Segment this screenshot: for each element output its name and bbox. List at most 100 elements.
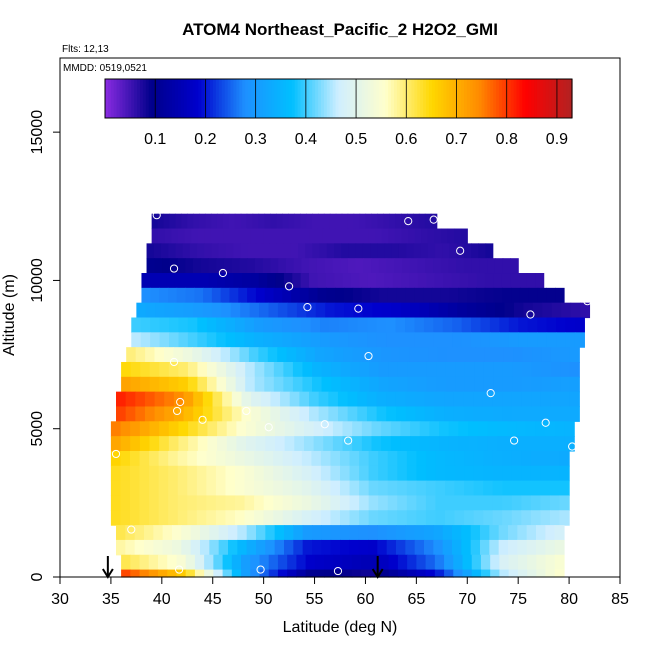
y-axis: 0 5000 10000 15000: [29, 110, 60, 581]
heatmap-cell: [212, 406, 223, 422]
heatmap-cell: [378, 361, 389, 378]
heatmap-cell: [495, 302, 506, 319]
heatmap-cell: [556, 332, 567, 348]
colorbar-swatch: [367, 79, 372, 118]
colorbar-swatch: [148, 79, 153, 118]
heatmap-cell: [459, 273, 469, 289]
heatmap-cell: [504, 302, 515, 319]
colorbar-swatch: [545, 79, 550, 118]
colorbar-swatch: [370, 79, 375, 118]
heatmap-cell: [185, 569, 196, 578]
heatmap-cell: [141, 273, 151, 289]
heatmap-cell: [559, 495, 570, 511]
heatmap-cell: [340, 450, 351, 467]
heatmap-cell: [273, 510, 284, 526]
colorbar-swatch: [177, 79, 182, 118]
heatmap-cell: [429, 436, 440, 452]
colorbar-swatch: [338, 79, 343, 118]
heatmap-cell: [244, 332, 255, 348]
heatmap-cell: [536, 539, 546, 556]
heatmap-cell: [348, 228, 357, 244]
colorbar-swatch: [250, 79, 255, 118]
heatmap-cell: [341, 213, 349, 230]
colorbar-swatch: [256, 79, 261, 118]
heatmap-cell: [250, 273, 260, 289]
heatmap-cell: [141, 287, 151, 304]
heatmap-cell: [176, 569, 187, 578]
heatmap-cell: [559, 480, 570, 497]
heatmap-cell: [508, 554, 519, 571]
heatmap-cell: [206, 465, 217, 482]
colorbar-swatch: [350, 79, 354, 118]
heatmap-cell: [312, 525, 322, 541]
heatmap-cell: [517, 525, 528, 541]
heatmap-cell: [462, 554, 473, 571]
heatmap-cell: [550, 376, 561, 393]
x-tick-label: 60: [357, 591, 375, 608]
heatmap-cell: [452, 525, 462, 541]
heatmap-cell: [405, 332, 416, 348]
heatmap-cell: [301, 480, 312, 497]
heatmap-cell: [425, 554, 436, 571]
heatmap-cell: [174, 273, 184, 289]
heatmap-cell: [215, 495, 227, 511]
flight-arrow-head: [102, 568, 114, 579]
sample-point: [429, 215, 438, 224]
heatmap-cell: [370, 287, 380, 304]
heatmap-cell: [183, 273, 193, 289]
heatmap-cell: [376, 273, 386, 289]
heatmap-cell: [349, 450, 360, 467]
heatmap-cell: [494, 258, 504, 274]
heatmap-cell: [159, 287, 169, 304]
colorbar-swatch: [245, 79, 249, 118]
heatmap-cell: [521, 391, 532, 408]
sample-point: [284, 282, 294, 291]
heatmap-cell: [320, 480, 332, 497]
heatmap-cell: [388, 228, 396, 244]
colorbar: 0.1 0.2 0.3 0.4 0.5 0.6 0.7 0.8 0.9: [104, 78, 573, 148]
heatmap-cell: [217, 228, 225, 244]
heatmap-cell: [366, 406, 378, 422]
heatmap-cell: [200, 539, 210, 556]
heatmap-cell: [559, 465, 570, 482]
heatmap-cell: [277, 347, 288, 363]
heatmap-cell: [502, 450, 513, 467]
heatmap-cell: [262, 258, 272, 274]
colorbar-swatch: [122, 79, 127, 118]
heatmap-cell: [264, 376, 275, 393]
heatmap-cell: [489, 539, 500, 556]
colorbar-swatch: [207, 79, 211, 118]
heatmap-cell: [483, 510, 494, 526]
heatmap-cell: [367, 317, 378, 333]
heatmap-cell: [328, 391, 339, 408]
heatmap-cell: [434, 569, 445, 578]
heatmap-cell: [357, 317, 368, 333]
colorbar-swatch: [303, 79, 307, 118]
colorbar-swatch: [198, 79, 202, 118]
heatmap-cell: [361, 554, 371, 571]
heatmap-cell: [485, 302, 496, 319]
heatmap-cell: [361, 287, 371, 304]
heatmap-cell: [311, 465, 322, 482]
heatmap-cell: [493, 273, 503, 289]
heatmap-cell: [226, 436, 237, 452]
heatmap-cell: [340, 258, 349, 274]
heatmap-cell: [361, 421, 373, 437]
colorbar-swatch: [560, 79, 564, 118]
heatmap-cell: [370, 243, 378, 259]
heatmap-cell: [159, 332, 170, 348]
heatmap-cell: [560, 376, 571, 393]
heatmap-cell: [225, 243, 234, 259]
heatmap-cell: [489, 317, 501, 333]
heatmap-cell: [273, 480, 284, 497]
heatmap-cell: [550, 465, 561, 482]
heatmap-cell: [455, 376, 466, 393]
heatmap-cell: [349, 539, 360, 556]
heatmap-cell: [259, 554, 270, 571]
heatmap-cell: [273, 361, 284, 378]
heatmap-cell: [452, 317, 463, 333]
heatmap-cell: [477, 436, 488, 452]
heatmap-cell: [445, 480, 456, 497]
heatmap-cell: [231, 258, 241, 274]
heatmap-cell: [436, 361, 447, 378]
